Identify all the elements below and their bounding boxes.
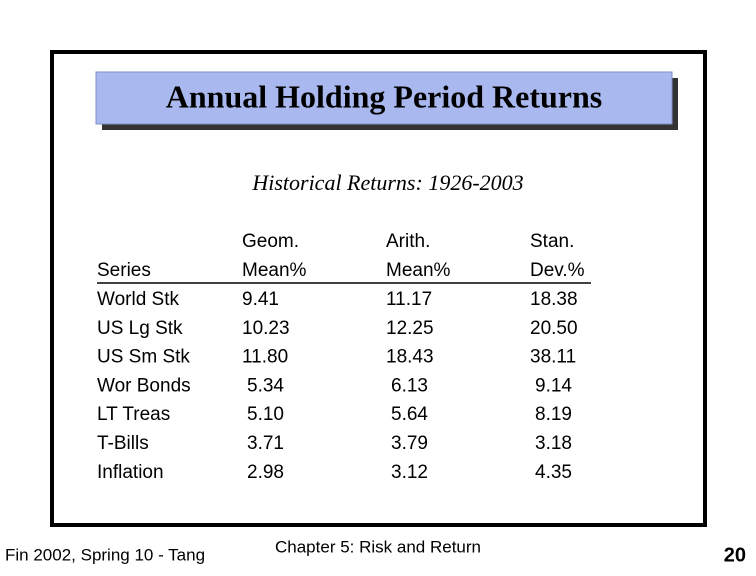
- cell: 5.10: [247, 404, 284, 425]
- header-cell: Mean%: [386, 260, 451, 281]
- header-cell: Dev.%: [530, 260, 585, 281]
- cell: 6.13: [391, 375, 428, 396]
- cell: 10.23: [242, 318, 290, 339]
- cell: 20.50: [530, 318, 578, 339]
- cell: 5.34: [247, 375, 284, 396]
- header-cell: Arith.: [386, 231, 430, 252]
- cell: 4.35: [535, 462, 572, 483]
- cell: 3.12: [391, 462, 428, 483]
- cell: 3.79: [391, 433, 428, 454]
- cell: 3.18: [535, 433, 572, 454]
- header-cell: Stan.: [530, 231, 574, 252]
- slide-frame: [50, 50, 707, 527]
- cell: 3.71: [247, 433, 284, 454]
- header-cell: Mean%: [242, 260, 307, 281]
- title-box: [95, 71, 673, 125]
- cell: 8.19: [535, 404, 572, 425]
- row-label: World Stk: [97, 289, 180, 310]
- header-cell: Geom.: [242, 231, 299, 252]
- cell: 9.14: [535, 375, 572, 396]
- row-label: LT Treas: [97, 404, 170, 425]
- subtitle: Historical Returns: 1926-2003: [251, 170, 523, 195]
- cell: 2.98: [247, 462, 284, 483]
- cell: 18.38: [530, 289, 578, 310]
- cell: 12.25: [386, 318, 434, 339]
- row-label: T-Bills: [97, 433, 149, 454]
- title: Annual Holding Period Returns: [166, 78, 603, 114]
- footer-left: Fin 2002, Spring 10 - Tang: [5, 545, 205, 564]
- row-label: Wor Bonds: [97, 375, 191, 396]
- footer-center: Chapter 5: Risk and Return: [275, 537, 481, 556]
- cell: 11.80: [242, 347, 288, 368]
- row-label: US Lg Stk: [97, 318, 183, 339]
- cell: 5.64: [391, 404, 428, 425]
- cell: 11.17: [386, 289, 432, 310]
- row-label: Inflation: [97, 462, 164, 483]
- cell: 18.43: [386, 347, 434, 368]
- cell: 9.41: [242, 289, 279, 310]
- header-cell: Series: [97, 260, 151, 281]
- row-label: US Sm Stk: [97, 347, 190, 368]
- page-number: 20: [724, 544, 746, 566]
- table: Geom. Arith. Stan. Series Mean% Mean% Dev.% Wor…: [97, 231, 585, 483]
- cell: 38.11: [530, 347, 576, 368]
